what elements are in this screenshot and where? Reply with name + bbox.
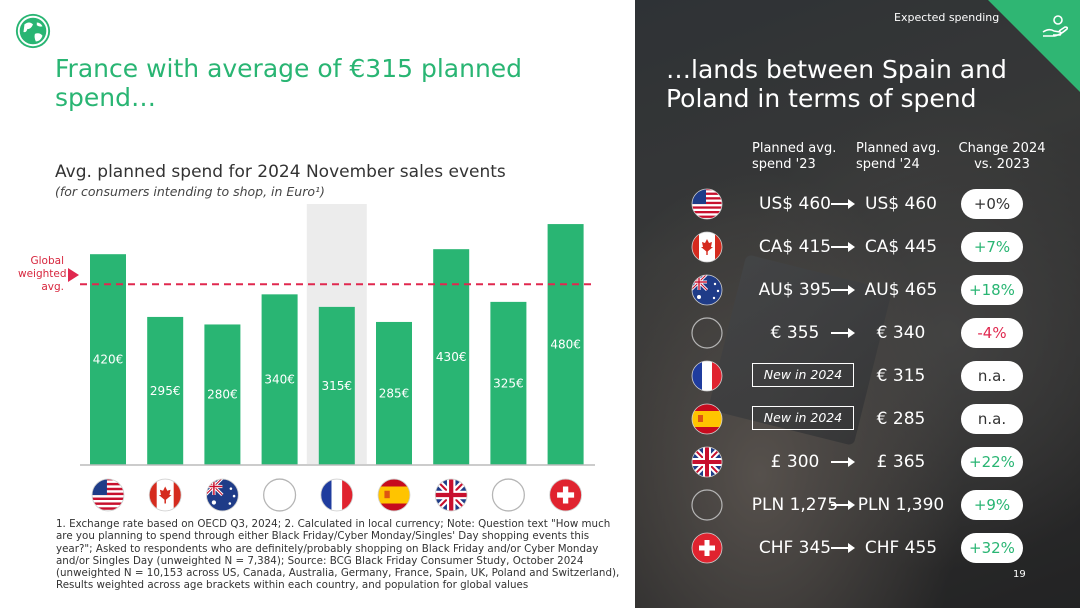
bar-us [90, 254, 126, 465]
bar-spain [376, 321, 412, 465]
bar-value-label: 340€ [264, 373, 295, 387]
flag-de-icon [691, 317, 723, 349]
chart-subtitle: (for consumers intending to shop, in Eur… [55, 184, 325, 199]
spend-row-pl: PLN 1,275 PLN 1,390 +9% [635, 487, 1080, 523]
change-badge: +32% [961, 533, 1023, 563]
spend-row-uk: £ 300 £ 365 +22% [635, 444, 1080, 480]
spend-2024-value: US$ 460 [865, 194, 937, 214]
change-badge: n.a. [961, 361, 1023, 391]
bar-switzerland [547, 224, 584, 465]
spend-2023-value: PLN 1,275 [751, 495, 839, 515]
spend-2024-value: PLN 1,390 [857, 495, 945, 515]
globe-icon [15, 13, 51, 49]
arrow-right-icon [831, 543, 855, 553]
bar-chart: 420€ 295€ 280€ 340€ 315€ 285€ 430€ 325€ 480€ [80, 204, 595, 512]
arrow-right-icon [831, 285, 855, 295]
flag-es-icon [377, 478, 411, 512]
arrow-right-icon [831, 328, 855, 338]
flag-uk-icon [434, 478, 468, 512]
bar-germany [261, 294, 298, 465]
bar-value-label: 480€ [550, 338, 581, 352]
bar-value-label: 430€ [436, 350, 467, 364]
bar-value-label: 315€ [322, 379, 353, 393]
flag-ca-icon [691, 231, 723, 263]
bar-value-label: 295€ [150, 384, 181, 398]
global-average-label: Global weighted avg. [18, 255, 67, 293]
flag-pl-icon [691, 489, 723, 521]
spend-row-de: € 355 € 340 -4% [635, 315, 1080, 351]
flag-ca-icon [148, 478, 182, 512]
left-title: France with average of €315 planned spen… [55, 54, 523, 112]
spend-2024-value: € 315 [876, 366, 926, 386]
spend-2024-value: £ 365 [876, 452, 926, 472]
change-badge: +9% [961, 490, 1023, 520]
arrow-right-icon [831, 500, 855, 510]
spend-2023-value: CA$ 415 [758, 237, 832, 257]
flag-de-icon [263, 478, 297, 512]
flag-pl-icon [491, 478, 525, 512]
spend-row-ca: CA$ 415 CA$ 445 +7% [635, 229, 1080, 265]
bar-canada [147, 316, 184, 465]
change-badge: n.a. [961, 404, 1023, 434]
spend-2023-value: € 355 [770, 323, 820, 343]
page-number: 19 [1013, 569, 1026, 580]
left-panel: France with average of €315 planned spen… [15, 13, 620, 592]
change-badge: +7% [961, 232, 1023, 262]
spend-2023-value: £ 300 [770, 452, 820, 472]
bar-france [318, 306, 355, 465]
bar-uk [433, 249, 470, 465]
chart-title: Avg. planned spend for 2024 November sal… [55, 162, 506, 182]
flag-us-icon [691, 188, 723, 220]
bar-poland [490, 301, 527, 465]
bar-value-label: 280€ [207, 388, 238, 402]
flag-us-icon [91, 478, 125, 512]
flag-ch-icon [691, 532, 723, 564]
spend-2023-value: CHF 345 [758, 538, 832, 558]
bar-australia [204, 324, 241, 465]
spend-2024-value: CHF 455 [864, 538, 938, 558]
change-badge: +18% [961, 275, 1023, 305]
spend-2024-value: € 340 [876, 323, 926, 343]
flag-es-icon [691, 403, 723, 435]
change-badge: +22% [961, 447, 1023, 477]
arrow-right-icon [831, 242, 855, 252]
flag-ch-icon [549, 478, 582, 512]
spend-2024-value: € 285 [876, 409, 926, 429]
global-average-marker [68, 268, 79, 282]
spend-row-au: AU$ 395 AU$ 465 +18% [635, 272, 1080, 308]
column-header-change: Change 2024 vs. 2023 [958, 141, 1046, 172]
flag-fr-icon [320, 478, 354, 512]
flag-au-icon [691, 274, 723, 306]
column-header-2023: Planned avg. spend '23 [752, 141, 837, 172]
flag-uk-icon [691, 446, 723, 478]
hand-coins-icon [1042, 15, 1069, 37]
right-title: …lands between Spain and Poland in terms… [666, 55, 1007, 113]
arrow-right-icon [831, 199, 855, 209]
new-in-2024-badge: New in 2024 [752, 406, 854, 430]
flag-fr-icon [691, 360, 723, 392]
right-panel: Expected spending …lands between Spain a… [635, 0, 1080, 608]
spend-row-es: New in 2024 € 285 n.a. [635, 401, 1080, 437]
bar-value-label: 285€ [379, 386, 410, 400]
flag-au-icon [206, 478, 239, 512]
footnote: 1. Exchange rate based on OECD Q3, 2024;… [56, 518, 620, 592]
spend-row-us: US$ 460 US$ 460 +0% [635, 186, 1080, 222]
change-badge: -4% [961, 318, 1023, 348]
spend-row-ch: CHF 345 CHF 455 +32% [635, 530, 1080, 566]
section-tag: Expected spending [894, 11, 1000, 24]
spend-2024-value: AU$ 465 [864, 280, 938, 300]
corner-tab [988, 0, 1080, 92]
spend-2023-value: AU$ 395 [758, 280, 832, 300]
column-header-2024: Planned avg. spend '24 [856, 141, 941, 172]
spend-2023-value: US$ 460 [759, 194, 831, 214]
bar-value-label: 420€ [93, 353, 124, 367]
new-in-2024-badge: New in 2024 [752, 363, 854, 387]
spend-2024-value: CA$ 445 [864, 237, 938, 257]
bar-value-label: 325€ [493, 376, 524, 390]
spend-row-fr: New in 2024 € 315 n.a. [635, 358, 1080, 394]
arrow-right-icon [831, 457, 855, 467]
change-badge: +0% [961, 189, 1023, 219]
